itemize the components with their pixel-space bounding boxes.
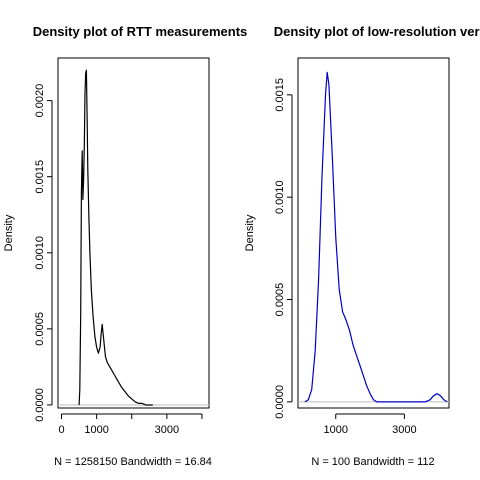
x-axis-subtitle-left: N = 1258150 Bandwidth = 16.84 <box>54 456 212 468</box>
plot-frame-right <box>297 57 450 409</box>
y-axis-left: 0.0000 0.0005 0.0010 0.0015 0.0020 <box>34 84 53 422</box>
x-tick-label: 3000 <box>155 424 179 436</box>
y-tick-label: 0.0015 <box>274 78 286 112</box>
y-tick-label: 0.0020 <box>34 84 46 118</box>
x-axis-subtitle-right: N = 100 Bandwidth = 112 <box>311 456 434 468</box>
density-panel-right: Density N = 100 Bandwidth = 112 1000 3000… <box>244 57 450 468</box>
y-tick-label: 0.0010 <box>34 236 46 270</box>
y-axis-label-left: Density <box>3 214 15 251</box>
y-tick-label: 0.0010 <box>274 180 286 214</box>
plot-frame-left <box>57 57 210 409</box>
x-tick-label: 0 <box>58 424 64 436</box>
chart-title-left: Density plot of RTT measurements <box>33 24 248 39</box>
x-axis-right: 1000 3000 <box>324 413 417 436</box>
y-tick-label: 0.0000 <box>34 388 46 422</box>
density-line <box>304 71 448 403</box>
y-axis-right: 0.0000 0.0005 0.0010 0.0015 <box>274 78 293 419</box>
y-tick-label: 0.0005 <box>274 283 286 317</box>
y-tick-label: 0.0005 <box>34 312 46 346</box>
x-tick-label: 1000 <box>84 424 108 436</box>
y-tick-label: 0.0015 <box>34 160 46 194</box>
density-line <box>78 69 153 406</box>
y-axis-label-right: Density <box>244 214 256 251</box>
chart-title-right: Density plot of low-resolution version <box>274 24 480 39</box>
x-tick-label: 1000 <box>324 424 348 436</box>
y-tick-label: 0.0000 <box>274 385 286 419</box>
plot-area-left <box>58 69 209 406</box>
x-tick-label: 3000 <box>392 424 416 436</box>
density-panel-left: Density N = 1258150 Bandwidth = 16.84 0 1… <box>3 57 212 468</box>
x-axis-left: 0 1000 3000 <box>58 413 203 436</box>
plot-area-right <box>298 71 449 403</box>
